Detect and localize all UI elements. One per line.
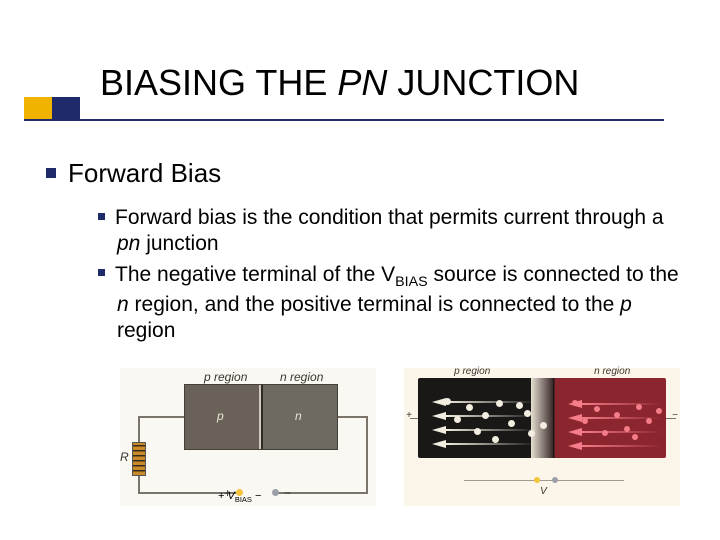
streak	[446, 401, 536, 403]
terminal-minus-icon	[272, 489, 279, 496]
label-p-region: p region	[454, 366, 490, 377]
bullet-point-2: The negative terminal of the VBIAS sourc…	[98, 262, 680, 345]
bullet-icon	[98, 269, 105, 276]
flow-arrow-icon	[568, 414, 582, 422]
label-n-region: n region	[594, 366, 630, 377]
wire	[278, 492, 368, 494]
slide-title: BIASING THE PN JUNCTION	[100, 62, 579, 104]
title-prefix: BIASING THE	[100, 62, 337, 103]
wire	[138, 416, 184, 418]
hole-icon	[492, 436, 499, 443]
figure-carrier-flow: p region n region + − V	[404, 368, 680, 506]
flow-arrow-icon	[568, 400, 582, 408]
label-plus: +	[406, 410, 412, 421]
flow-arrow-icon	[432, 412, 446, 420]
streak	[582, 445, 662, 447]
wire	[138, 474, 140, 494]
wire	[338, 416, 368, 418]
wire	[138, 416, 140, 444]
electron-icon	[594, 406, 600, 412]
bullet-icon	[98, 213, 105, 220]
hole-icon	[454, 416, 461, 423]
streak	[582, 431, 662, 433]
hole-icon	[516, 402, 523, 409]
streak	[446, 415, 536, 417]
streak	[446, 443, 536, 445]
figure-pn-circuit: p region n region p n R + − + VVBIASBIAS…	[120, 368, 376, 506]
electron-icon	[632, 434, 638, 440]
depletion-divider	[259, 385, 263, 449]
title-pn: PN	[337, 62, 387, 103]
label-p-region: p region	[204, 370, 247, 384]
title-accent	[24, 97, 80, 119]
label-vbias: + VVBIASBIAS −	[218, 490, 261, 504]
figures-row: p region n region p n R + − + VVBIASBIAS…	[120, 368, 680, 518]
label-n: n	[295, 409, 302, 423]
wire	[464, 480, 624, 481]
heading-forward-bias: Forward Bias	[46, 158, 680, 189]
label-n-region: n region	[280, 370, 323, 384]
title-suffix: JUNCTION	[387, 62, 579, 103]
content-area: Forward Bias Forward bias is the conditi…	[46, 158, 680, 348]
wire	[366, 416, 368, 494]
label-r: R	[120, 450, 129, 464]
resistor	[132, 442, 146, 476]
pn-block: p n	[184, 384, 338, 450]
electron-icon	[656, 408, 662, 414]
streak	[582, 403, 662, 405]
wire	[410, 418, 418, 419]
flow-arrow-icon	[432, 398, 446, 406]
flow-arrow-icon	[568, 428, 582, 436]
title-underline	[24, 119, 664, 121]
flow-arrow-icon	[568, 442, 582, 450]
hole-icon	[466, 404, 473, 411]
flow-arrow-icon	[432, 440, 446, 448]
terminal-minus-icon	[552, 477, 558, 483]
label-minus: −	[672, 410, 678, 421]
heading-text: Forward Bias	[68, 158, 221, 188]
flow-arrow-icon	[432, 426, 446, 434]
hole-icon	[508, 420, 515, 427]
streak	[582, 417, 662, 419]
label-p: p	[217, 409, 224, 423]
bullet-point-1: Forward bias is the condition that permi…	[98, 205, 680, 258]
depletion-region	[531, 378, 553, 458]
terminal-plus-icon	[534, 477, 540, 483]
label-v: V	[540, 486, 547, 497]
flow-region	[418, 378, 666, 458]
bullet-icon	[46, 168, 56, 178]
streak	[446, 429, 536, 431]
label-minus: −	[284, 486, 291, 500]
wire	[666, 418, 676, 419]
